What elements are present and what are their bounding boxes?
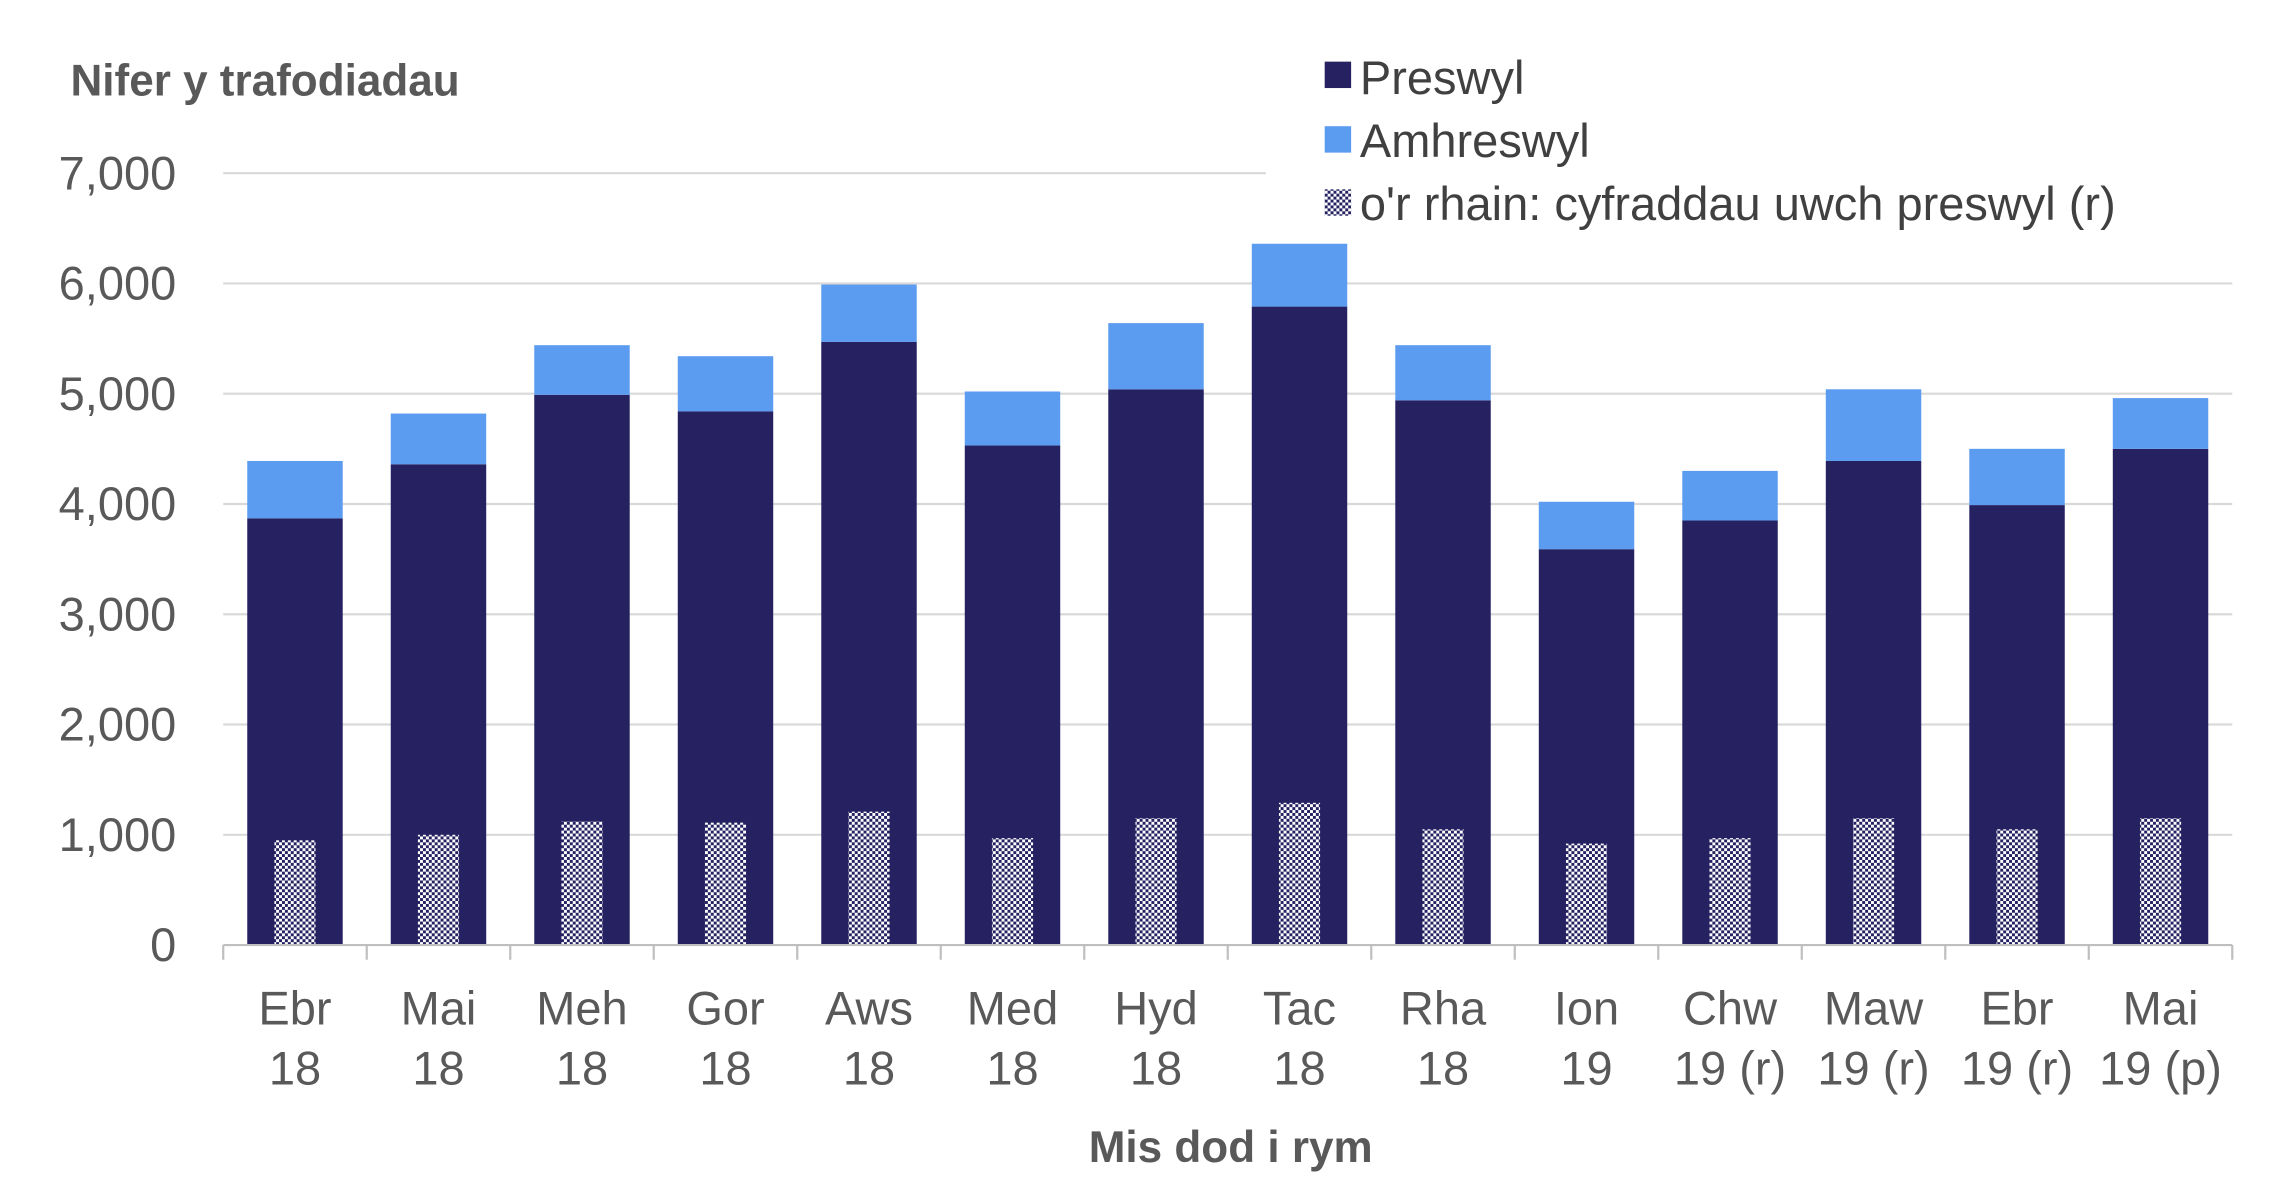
axes: 0 1,000 2,000 3,000 4,000 5,000 6,000 7,000 Ebr 1… bbox=[59, 146, 2234, 1094]
x-tick-label-month: Med bbox=[967, 981, 1058, 1034]
bar-amhreswyl bbox=[1108, 323, 1204, 390]
bar-amhreswyl bbox=[1682, 470, 1778, 521]
bar-amhreswyl bbox=[390, 413, 487, 465]
legend-label-preswyl: Preswyl bbox=[1360, 51, 1524, 104]
x-tick-label-year: 18 bbox=[986, 1041, 1038, 1094]
bar-amhreswyl bbox=[247, 460, 343, 519]
bar-amhreswyl bbox=[1251, 243, 1348, 307]
x-tick-label-year: 19 (r) bbox=[1961, 1041, 2073, 1094]
x-tick-label-year: 19 bbox=[1560, 1041, 1612, 1094]
x-axis-title: Mis dod i rym bbox=[1089, 1123, 1373, 1172]
x-tick-label-year: 18 bbox=[1417, 1041, 1469, 1094]
bar-amhreswyl bbox=[1825, 389, 1922, 461]
bar-higher-rates bbox=[1709, 838, 1751, 946]
y-axis-title: Nifer y trafodiadau bbox=[70, 56, 459, 105]
bar-higher-rates bbox=[1565, 843, 1608, 946]
y-tick-label: 5,000 bbox=[59, 367, 177, 420]
y-tick-label: 1,000 bbox=[59, 808, 177, 861]
bar-amhreswyl bbox=[1395, 345, 1491, 401]
x-tick-label-year: 18 bbox=[1273, 1041, 1325, 1094]
x-tick-label-month: Maw bbox=[1824, 981, 1924, 1034]
legend-swatch-amhreswyl bbox=[1324, 126, 1352, 153]
legend: Preswyl Amhreswyl o'r rhain: cyfraddau u… bbox=[1324, 51, 2116, 230]
x-tick-label-year: 18 bbox=[699, 1041, 751, 1094]
x-tick-label-year: 18 bbox=[1130, 1041, 1182, 1094]
x-tick-label-month: Ebr bbox=[1980, 981, 2053, 1034]
bars bbox=[247, 243, 2209, 946]
legend-label-amhreswyl: Amhreswyl bbox=[1360, 114, 1590, 167]
x-tick-label-month: Rha bbox=[1400, 981, 1487, 1034]
x-tick-label-year: 19 (r) bbox=[1817, 1041, 1929, 1094]
bar-higher-rates bbox=[1996, 829, 2038, 946]
x-tick-label-month: Gor bbox=[686, 981, 764, 1034]
x-tick-label-year: 18 bbox=[843, 1041, 895, 1094]
x-tick-label-month: Ion bbox=[1554, 981, 1619, 1034]
gridlines bbox=[223, 172, 2233, 836]
y-tick-label: 3,000 bbox=[59, 587, 177, 640]
bar-higher-rates bbox=[1852, 818, 1895, 946]
bar-amhreswyl bbox=[2112, 398, 2209, 449]
x-tick-label-month: Mai bbox=[2123, 981, 2199, 1034]
bar-higher-rates bbox=[274, 840, 316, 946]
x-tick-label-year: 19 (p) bbox=[2099, 1041, 2222, 1094]
bar-amhreswyl bbox=[964, 391, 1061, 446]
bar-higher-rates bbox=[848, 811, 890, 946]
bar-amhreswyl bbox=[1538, 501, 1635, 550]
legend-swatch-higher-rates bbox=[1324, 189, 1352, 216]
y-tick-label: 0 bbox=[150, 918, 176, 971]
x-tick-label-year: 18 bbox=[412, 1041, 464, 1094]
bar-higher-rates bbox=[417, 834, 460, 946]
bar-higher-rates bbox=[1422, 829, 1464, 946]
x-tick-label-month: Meh bbox=[536, 981, 627, 1034]
x-tick-label-month: Tac bbox=[1263, 981, 1336, 1034]
legend-swatch-preswyl bbox=[1324, 61, 1352, 89]
bar-higher-rates bbox=[1135, 818, 1177, 946]
bar-amhreswyl bbox=[1969, 448, 2065, 506]
x-tick-label-year: 19 (r) bbox=[1674, 1041, 1786, 1094]
x-tick-label-month: Mai bbox=[401, 981, 477, 1034]
x-tick-label-month: Aws bbox=[825, 981, 913, 1034]
bar-amhreswyl bbox=[534, 345, 630, 395]
x-tick-label-month: Hyd bbox=[1114, 981, 1198, 1034]
x-tick-label-year: 18 bbox=[269, 1041, 321, 1094]
x-tick-label-month: Chw bbox=[1683, 981, 1778, 1034]
legend-label-higher-rates: o'r rhain: cyfraddau uwch preswyl (r) bbox=[1360, 177, 2116, 230]
bar-higher-rates bbox=[704, 822, 747, 946]
x-tick-label-year: 18 bbox=[556, 1041, 608, 1094]
y-tick-label: 7,000 bbox=[59, 146, 177, 199]
y-tick-label: 6,000 bbox=[59, 257, 177, 310]
y-tick-label: 4,000 bbox=[59, 477, 177, 530]
bar-higher-rates bbox=[561, 821, 603, 946]
x-tick-label-month: Ebr bbox=[258, 981, 331, 1034]
y-tick-label: 2,000 bbox=[59, 698, 177, 751]
bar-higher-rates bbox=[1278, 802, 1321, 946]
bar-higher-rates bbox=[2139, 818, 2182, 946]
bar-amhreswyl bbox=[677, 356, 774, 412]
bar-amhreswyl bbox=[821, 284, 917, 342]
bar-higher-rates bbox=[991, 838, 1034, 946]
